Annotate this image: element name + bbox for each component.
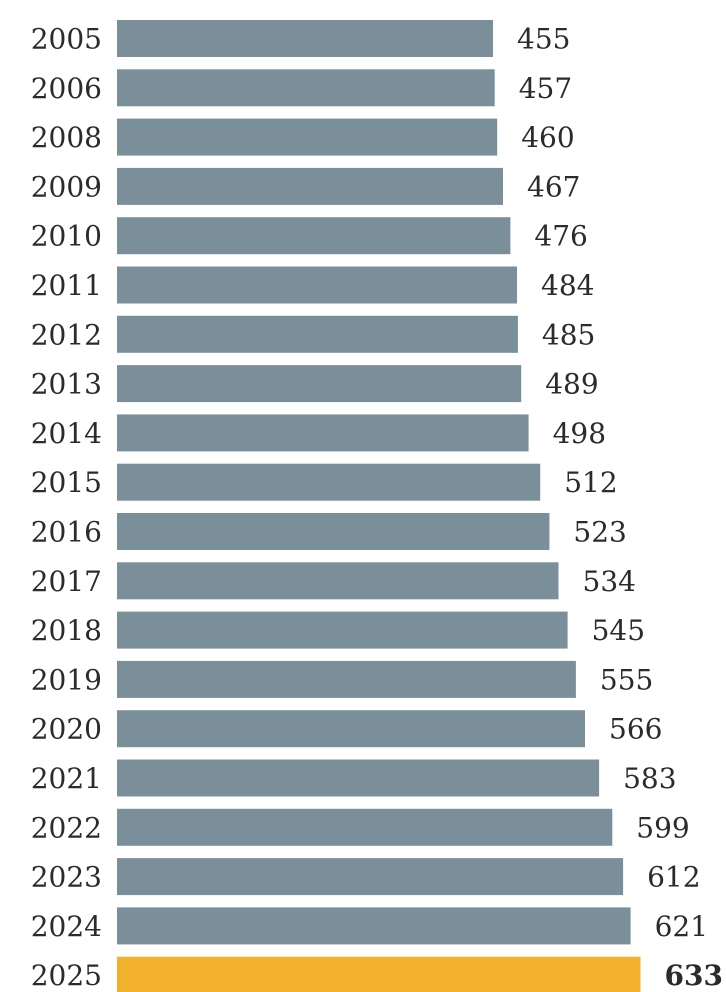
value-label-2023: 612	[647, 861, 700, 894]
value-label-2025: 633	[665, 959, 723, 992]
value-label-2016: 523	[573, 516, 626, 549]
year-label-2022: 2022	[31, 811, 102, 844]
year-label-2011: 2011	[31, 269, 102, 302]
bar-2015	[117, 463, 541, 501]
bar-2017	[117, 562, 559, 600]
year-label-2008: 2008	[31, 121, 102, 154]
bar-2008	[117, 118, 498, 156]
bar-2019	[117, 660, 576, 698]
value-label-2024: 621	[655, 910, 708, 943]
bar-2023	[117, 858, 624, 896]
value-label-2019: 555	[600, 663, 653, 696]
bar-2016	[117, 513, 550, 550]
year-label-2023: 2023	[31, 861, 102, 894]
bar-2014	[117, 414, 529, 452]
year-label-2025: 2025	[31, 959, 102, 992]
year-label-2024: 2024	[31, 910, 102, 943]
value-label-2005: 455	[517, 23, 570, 56]
year-label-2014: 2014	[31, 417, 102, 450]
value-label-2011: 484	[541, 269, 594, 302]
bar-2012	[117, 315, 518, 353]
year-label-2015: 2015	[31, 466, 102, 499]
year-label-2021: 2021	[31, 762, 102, 795]
bar-2009	[117, 167, 503, 205]
value-label-2010: 476	[534, 220, 587, 253]
value-label-2022: 599	[636, 811, 689, 844]
bar-2020	[117, 710, 585, 748]
value-label-2015: 512	[564, 466, 617, 499]
year-label-2012: 2012	[31, 318, 102, 351]
value-label-2008: 460	[521, 121, 574, 154]
value-label-2014: 498	[553, 417, 606, 450]
value-label-2012: 485	[542, 318, 595, 351]
year-label-2005: 2005	[31, 23, 102, 56]
bar-2005	[117, 20, 493, 57]
value-labels-group: 455 457 460 467 476 484 485 489 498 512 523 534 545 5…	[517, 23, 723, 992]
bar-2025	[117, 956, 641, 992]
year-label-2006: 2006	[31, 72, 102, 105]
year-label-2016: 2016	[31, 516, 102, 549]
bar-2006	[117, 69, 495, 107]
value-label-2009: 467	[527, 170, 580, 203]
bar-2024	[117, 907, 631, 945]
year-labels-group: 2005 2006 2008 2009 2010 2011 2012 2013 2014 2015…	[31, 23, 102, 992]
value-label-2017: 534	[583, 565, 636, 598]
bar-2022	[117, 808, 613, 846]
bars-group	[117, 20, 641, 992]
year-label-2018: 2018	[31, 614, 102, 647]
bar-2011	[117, 266, 517, 304]
value-label-2021: 583	[623, 762, 676, 795]
year-label-2009: 2009	[31, 170, 102, 203]
year-label-2020: 2020	[31, 713, 102, 746]
value-label-2018: 545	[592, 614, 645, 647]
value-label-2020: 566	[609, 713, 662, 746]
year-label-2019: 2019	[31, 663, 102, 696]
bar-2010	[117, 217, 511, 255]
year-label-2013: 2013	[31, 368, 102, 401]
bar-2018	[117, 611, 568, 649]
bar-2013	[117, 365, 522, 403]
value-label-2013: 489	[545, 368, 598, 401]
bar-2021	[117, 759, 600, 797]
value-label-2006: 457	[519, 72, 572, 105]
year-label-2017: 2017	[31, 565, 102, 598]
year-label-2010: 2010	[31, 220, 102, 253]
